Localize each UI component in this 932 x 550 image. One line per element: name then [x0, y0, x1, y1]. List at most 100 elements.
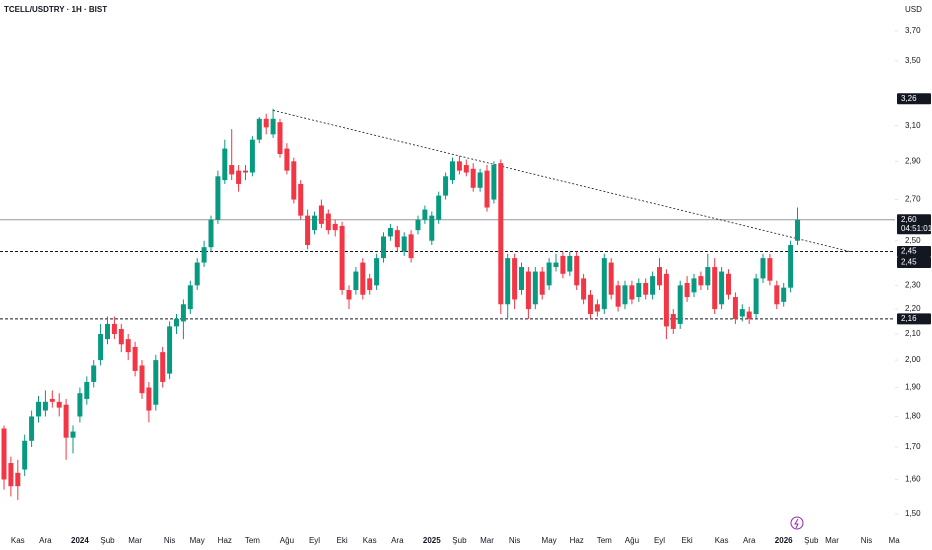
- y-tick-label: 1,50: [905, 509, 921, 518]
- candle-body: [408, 234, 414, 259]
- candle-body: [381, 236, 386, 259]
- x-tick-label: Kas: [363, 536, 377, 545]
- candle-body: [436, 195, 442, 220]
- candle-body: [601, 258, 607, 310]
- candle-body: [588, 294, 593, 314]
- candle-body: [229, 165, 235, 175]
- candle-body: [470, 168, 476, 188]
- candle-body: [56, 401, 62, 408]
- candle-body: [657, 267, 662, 286]
- candle-body: [215, 176, 221, 220]
- candle-body: [387, 228, 393, 237]
- x-tick-label: Mar: [480, 536, 494, 545]
- candle-body: [574, 255, 580, 286]
- y-tick-label: 2,20: [905, 304, 921, 313]
- candle-body: [746, 311, 752, 319]
- candle-body: [608, 262, 614, 295]
- y-tick-label: 1,70: [905, 442, 921, 451]
- candle-body: [739, 309, 745, 317]
- candle-body: [305, 215, 311, 246]
- candle-body: [236, 170, 242, 184]
- candle-body: [463, 165, 469, 173]
- candle-body: [539, 271, 545, 295]
- candle-body: [167, 326, 173, 374]
- candle-body: [401, 236, 407, 252]
- x-tick-label: Mar: [128, 536, 142, 545]
- x-tick-label: Şub: [100, 536, 115, 545]
- candle-body: [760, 258, 766, 279]
- x-tick-label: Ma: [889, 536, 901, 545]
- candle-body: [663, 273, 669, 327]
- candle-body: [367, 278, 373, 291]
- price-label-box: [897, 257, 931, 269]
- candle-body: [525, 271, 531, 310]
- event-icon[interactable]: [790, 516, 804, 530]
- candle-body: [519, 267, 524, 291]
- price-label-box: [897, 214, 931, 235]
- candle-body: [291, 161, 297, 200]
- candle-body: [560, 255, 566, 274]
- candle-body: [429, 215, 435, 241]
- x-tick-label: Tem: [597, 536, 612, 545]
- candle-body: [781, 287, 787, 302]
- candle-body: [263, 118, 269, 128]
- x-tick-label: Şub: [804, 536, 819, 545]
- candle-body: [277, 122, 283, 155]
- candle-body: [684, 283, 690, 298]
- candle-body: [194, 262, 200, 286]
- candle-body: [712, 267, 718, 310]
- candle-body: [767, 258, 773, 281]
- candle-body: [332, 223, 338, 231]
- x-tick-label: Nis: [164, 536, 176, 545]
- x-tick-label: Nis: [861, 536, 873, 545]
- candle-body: [698, 276, 704, 286]
- candle-body: [77, 393, 83, 417]
- candle-body: [105, 323, 110, 340]
- candle-body: [339, 225, 345, 291]
- x-tick-label: Ara: [391, 536, 404, 545]
- candle-body: [374, 258, 380, 286]
- x-tick-label: May: [190, 536, 205, 545]
- x-tick-label: Tem: [245, 536, 260, 545]
- price-label: 2,45: [901, 258, 917, 267]
- candle-body: [1, 428, 7, 480]
- candle-body: [243, 170, 248, 173]
- y-tick-label: 2,10: [905, 329, 921, 338]
- countdown: 04:51:01: [901, 224, 932, 233]
- y-tick-label: 3,70: [905, 26, 921, 35]
- candle-body: [312, 215, 317, 231]
- candle-body: [125, 339, 131, 353]
- candle-body: [498, 163, 504, 305]
- x-tick-label: Kas: [715, 536, 729, 545]
- candle-body: [160, 352, 166, 382]
- x-tick-label: 2024: [71, 536, 89, 545]
- candle-body: [325, 213, 331, 231]
- candle-body: [532, 271, 538, 305]
- candle-body: [677, 285, 683, 324]
- candle-body: [180, 304, 186, 322]
- candle-body: [394, 230, 400, 248]
- candle-body: [788, 245, 794, 288]
- x-tick-label: Nis: [509, 536, 521, 545]
- y-tick-label: 2,70: [905, 195, 921, 204]
- x-tick-label: Haz: [570, 536, 584, 545]
- candle-body: [670, 313, 676, 329]
- candle-body: [636, 283, 642, 298]
- candle-body: [222, 148, 228, 181]
- candle-body: [456, 161, 462, 171]
- x-tick-label: Haz: [218, 536, 232, 545]
- price-label-box: [897, 246, 931, 258]
- price-label: 2,16: [901, 314, 917, 323]
- price-label: 2,45: [901, 247, 917, 256]
- candle-body: [546, 262, 552, 286]
- candle-body: [594, 304, 600, 312]
- candle-body: [484, 170, 490, 208]
- candle-body: [643, 283, 649, 295]
- price-label: 3,26: [901, 94, 917, 103]
- candle-body: [256, 118, 262, 140]
- candle-body: [91, 365, 97, 382]
- candle-body: [70, 431, 76, 438]
- candle-body: [153, 360, 159, 405]
- candle-body: [477, 172, 483, 188]
